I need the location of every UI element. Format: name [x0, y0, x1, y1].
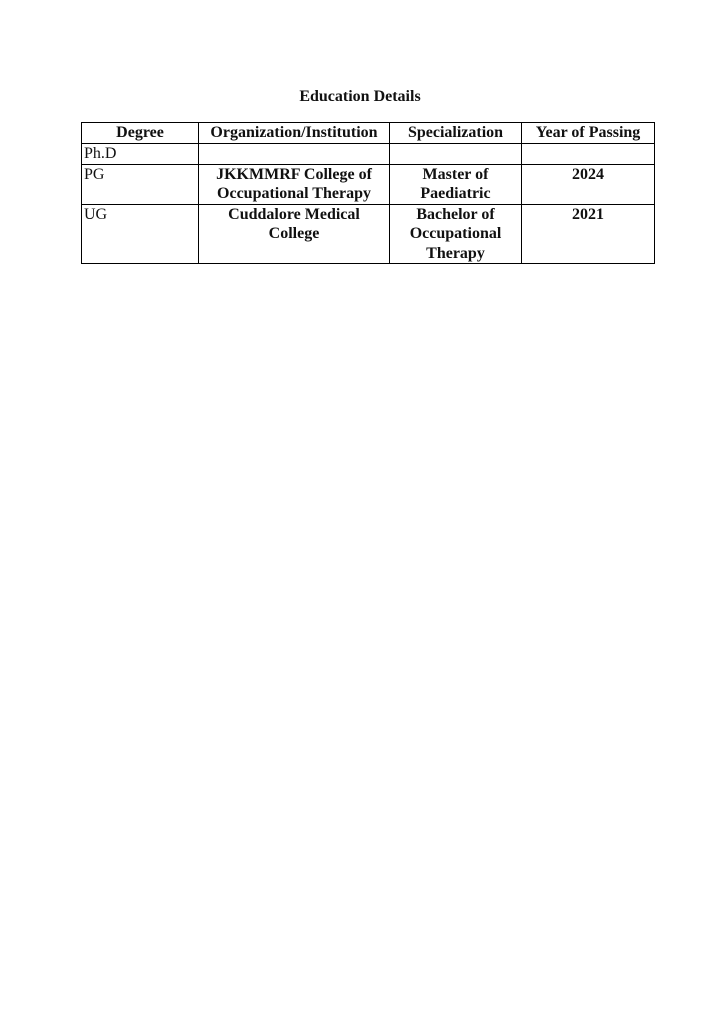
- education-table: Degree Organization/Institution Speciali…: [81, 122, 655, 264]
- cell-institution: JKKMMRF College of Occupational Therapy: [198, 163, 390, 205]
- table-row: UG Cuddalore Medical College Bachelor of…: [81, 203, 655, 264]
- page-title: Education Details: [299, 88, 421, 105]
- cell-specialization: [389, 143, 522, 165]
- header-specialization: Specialization: [389, 122, 522, 144]
- cell-year: 2021: [521, 203, 655, 264]
- cell-degree: Ph.D: [81, 143, 199, 165]
- header-institution: Organization/Institution: [198, 122, 390, 144]
- cell-degree: UG: [81, 203, 199, 264]
- table-row: PG JKKMMRF College of Occupational Thera…: [81, 163, 655, 205]
- cell-year: 2024: [521, 163, 655, 205]
- cell-institution: [198, 143, 390, 165]
- cell-year: [521, 143, 655, 165]
- cell-institution: Cuddalore Medical College: [198, 203, 390, 264]
- cell-specialization: Bachelor of Occupational Therapy: [389, 203, 522, 264]
- table-row: Ph.D: [81, 143, 655, 165]
- cell-degree: PG: [81, 163, 199, 205]
- header-degree: Degree: [81, 122, 199, 144]
- cell-specialization: Master of Paediatric: [389, 163, 522, 205]
- header-year: Year of Passing: [521, 122, 655, 144]
- table-header-row: Degree Organization/Institution Speciali…: [81, 122, 655, 144]
